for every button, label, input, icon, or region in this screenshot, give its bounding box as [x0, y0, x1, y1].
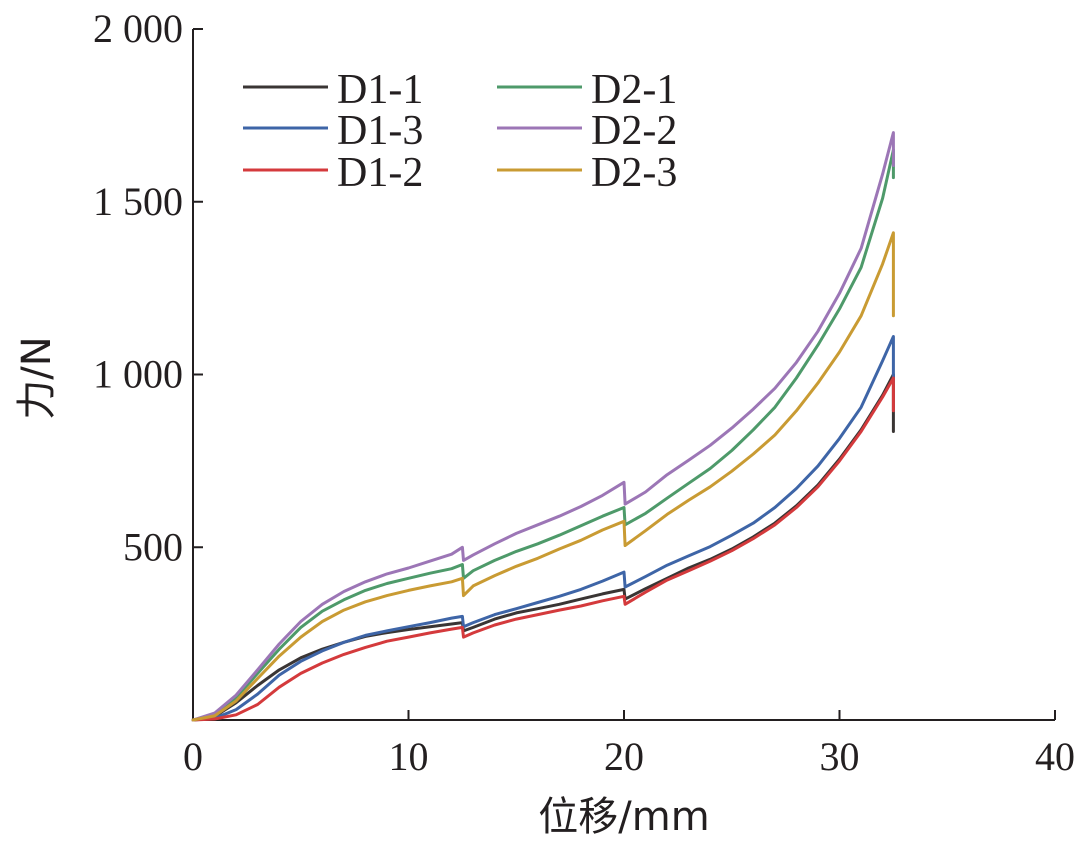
legend: D1-1 D2-1 D1-3 D2-2 D1-2 D2-3	[243, 67, 677, 196]
x-tick-label: 0	[183, 734, 203, 779]
y-tick-label: 2 000	[93, 6, 183, 51]
series-line-d1-3	[191, 335, 895, 722]
series-lines	[191, 131, 895, 722]
legend-label: D2-1	[591, 67, 677, 113]
series-line-d1-2	[191, 376, 895, 722]
series-line-d2-3	[191, 231, 895, 722]
x-tick-label: 40	[1035, 734, 1075, 779]
x-tick-label: 30	[820, 734, 860, 779]
x-tick-label: 10	[389, 734, 429, 779]
x-axis-title: 位移/mm	[538, 794, 709, 840]
legend-label: D2-2	[591, 108, 677, 154]
ticks: 0 10 20 30 40 500 1 000 1 500 2 000	[93, 6, 1075, 779]
y-tick-label: 500	[123, 524, 183, 569]
series-line-d2-1	[191, 148, 895, 722]
series-line-d2-2	[191, 131, 895, 722]
legend-label: D1-2	[337, 150, 423, 196]
legend-label: D1-1	[337, 67, 423, 113]
y-axis-title: 力/N	[14, 336, 60, 419]
series-line-d1-1	[191, 373, 895, 722]
legend-label: D1-3	[337, 108, 423, 154]
legend-label: D2-3	[591, 150, 677, 196]
x-tick-label: 20	[604, 734, 644, 779]
y-tick-label: 1 000	[93, 352, 183, 397]
y-tick-label: 1 500	[93, 179, 183, 224]
